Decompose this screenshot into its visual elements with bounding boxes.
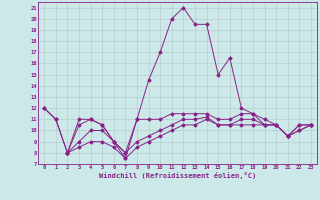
X-axis label: Windchill (Refroidissement éolien,°C): Windchill (Refroidissement éolien,°C): [99, 172, 256, 179]
